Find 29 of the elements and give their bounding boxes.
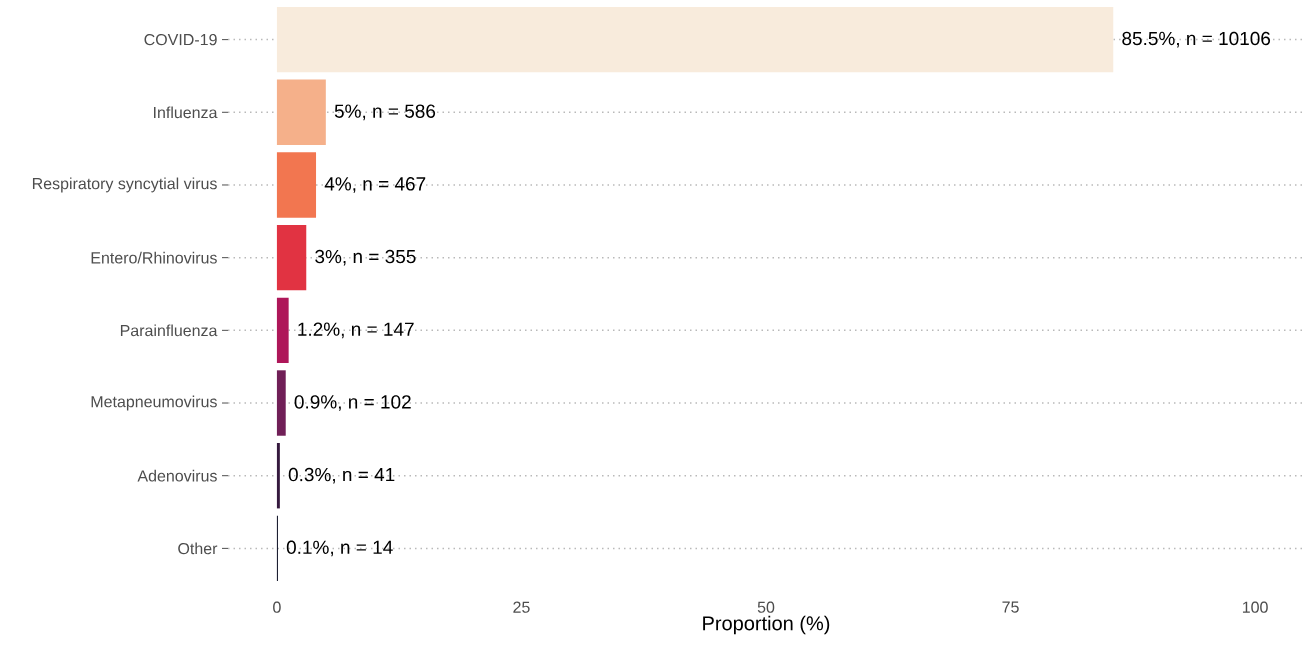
- x-tick-label: 25: [513, 601, 530, 613]
- bar: [276, 224, 307, 291]
- y-tick-label: Other: [178, 542, 218, 555]
- bar: [276, 152, 317, 218]
- data-label: 5%, n = 586: [334, 104, 436, 121]
- x-tick-label: 75: [1002, 601, 1019, 613]
- data-label: 85.5%, n = 10106: [1122, 31, 1271, 48]
- x-tick-label: 50: [757, 601, 775, 613]
- y-tick-label: Adenovirus: [137, 469, 217, 482]
- y-tick-label: Metapneumovirus: [91, 395, 217, 411]
- y-tick-label: COVID-19: [144, 33, 217, 46]
- data-label: 0.9%, n = 102: [294, 395, 411, 411]
- data-label: 0.1%, n = 14: [286, 540, 393, 557]
- data-label: 4%, n = 467: [324, 177, 426, 193]
- x-axis-title: Proportion (%): [703, 615, 830, 635]
- data-label: 3%, n = 355: [315, 249, 416, 266]
- bar: [276, 6, 1114, 73]
- y-tick-label: Respiratory syncytial virus: [32, 177, 217, 193]
- data-label: 0.3%, n = 41: [288, 467, 395, 484]
- y-tick-label: Entero/Rhinovirus: [91, 251, 217, 264]
- y-tick-label: Influenza: [154, 106, 218, 119]
- bar: [276, 442, 280, 509]
- y-tick-label: Parainfluenza: [120, 324, 218, 337]
- bar: [276, 297, 289, 364]
- bar: [276, 79, 326, 145]
- data-label: 1.2%, n = 147: [298, 322, 414, 339]
- bar: [276, 370, 286, 436]
- x-tick-label: 0: [273, 601, 281, 613]
- x-tick-label: 100: [1242, 601, 1268, 613]
